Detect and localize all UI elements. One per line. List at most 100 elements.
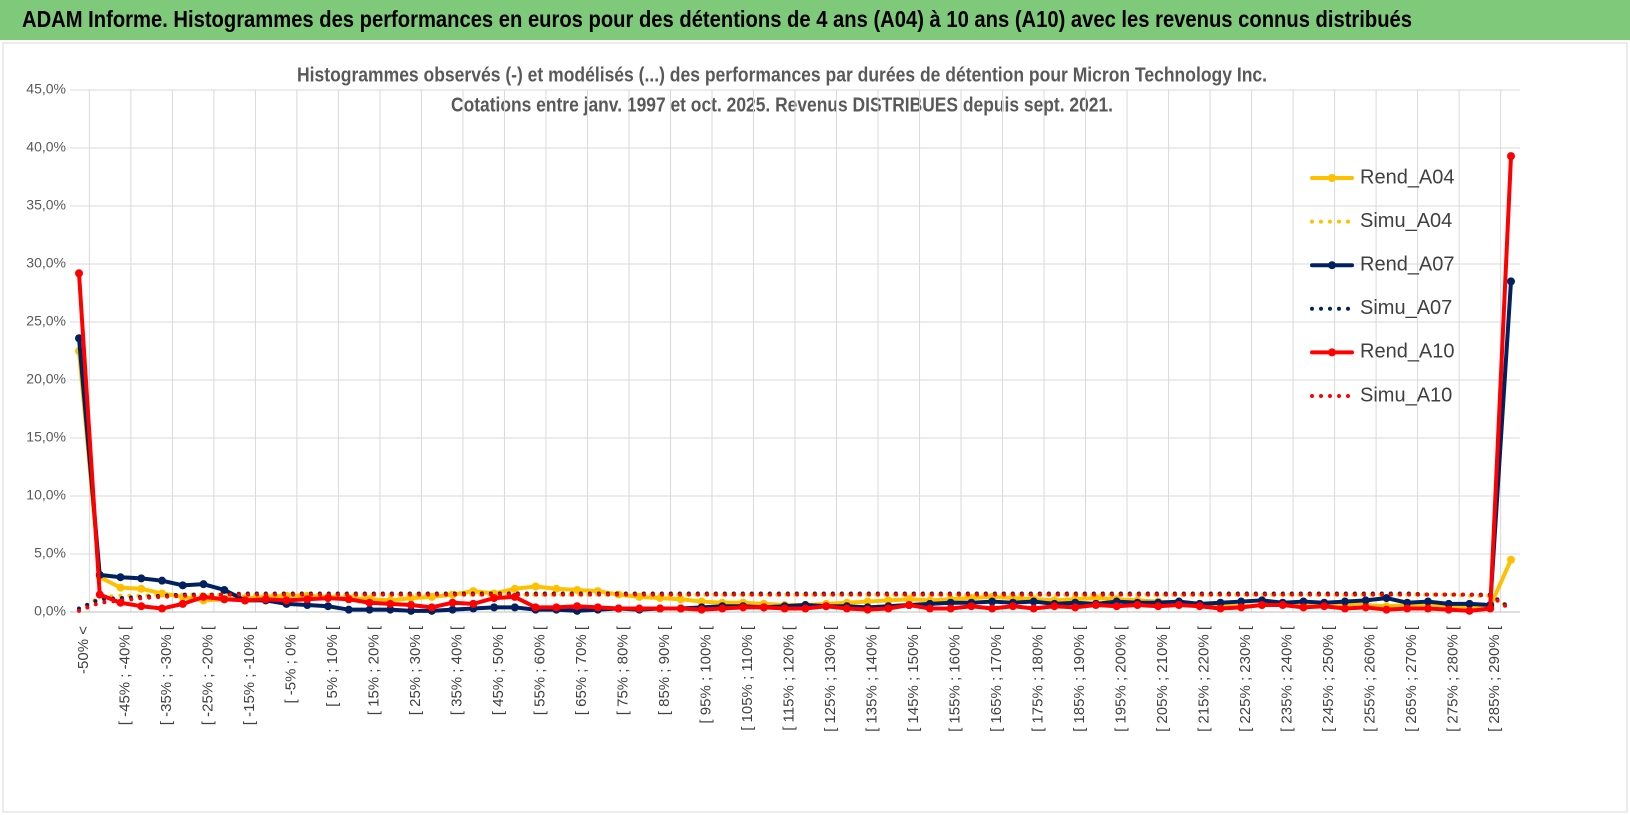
x-tick-label: [ 145% ; 150% [ <box>905 625 922 732</box>
marker <box>863 605 872 614</box>
marker <box>199 580 208 589</box>
x-tick-label: [ 135% ; 140% [ <box>864 625 881 732</box>
marker <box>1050 602 1059 611</box>
marker <box>1029 604 1038 613</box>
marker <box>1444 599 1453 608</box>
marker <box>510 584 519 593</box>
marker <box>1465 606 1474 615</box>
marker <box>697 597 706 606</box>
x-tick-label: [ 265% ; 270% [ <box>1403 625 1420 732</box>
x-tick-label: [ 25% ; 30% [ <box>407 625 424 715</box>
marker <box>241 596 250 605</box>
marker <box>905 601 914 610</box>
marker <box>448 598 457 607</box>
marker <box>1361 596 1370 605</box>
x-tick-label: -50% < <box>75 626 92 674</box>
marker <box>842 604 851 613</box>
legend-label: Rend_A07 <box>1360 253 1455 275</box>
marker <box>863 597 872 606</box>
dotted-line <box>77 592 1513 613</box>
x-tick-label: [ -45% ; -40% [ <box>116 625 133 725</box>
marker <box>967 602 976 611</box>
marker <box>178 581 187 590</box>
x-tick-label: [ 205% ; 210% [ <box>1154 625 1171 732</box>
line <box>77 154 1513 613</box>
chart-border <box>2 42 1628 813</box>
y-tick-label: 35,0% <box>26 197 66 213</box>
marker <box>946 604 955 613</box>
legend-label: Rend_A10 <box>1360 341 1455 363</box>
marker <box>469 599 478 608</box>
marker <box>1403 598 1412 607</box>
marker <box>635 604 644 613</box>
x-tick-label: [ 185% ; 190% [ <box>1071 625 1088 732</box>
marker <box>1008 602 1017 611</box>
x-tick-label: [ 105% ; 110% [ <box>739 625 756 731</box>
marker <box>1216 604 1225 613</box>
x-tick-label: [ 175% ; 180% [ <box>1030 625 1047 732</box>
marker <box>116 583 125 592</box>
x-tick-label: [ 195% ; 200% [ <box>1113 625 1130 732</box>
x-tick-label: [ 245% ; 250% [ <box>1320 625 1337 732</box>
y-tick-label: 10,0% <box>26 487 66 503</box>
marker <box>365 605 374 614</box>
marker <box>1216 598 1225 607</box>
x-tick-label: [ 225% ; 230% [ <box>1237 625 1254 732</box>
marker <box>1486 604 1495 613</box>
marker <box>137 574 146 583</box>
marker <box>988 597 997 606</box>
marker <box>282 596 291 605</box>
x-tick-label: [ -5% ; 0% [ <box>283 625 300 703</box>
x-tick-label: [ 285% ; 290% [ <box>1486 625 1503 732</box>
y-tick-label: 40,0% <box>26 139 66 155</box>
x-tick-label: [ 95% ; 100% [ <box>698 625 715 723</box>
marker <box>303 601 312 610</box>
marker <box>137 602 146 611</box>
x-tick-label: [ 165% ; 170% [ <box>988 625 1005 732</box>
marker <box>1299 603 1308 612</box>
marker <box>137 584 146 593</box>
marker <box>1507 277 1515 286</box>
marker <box>656 604 665 613</box>
x-tick-label: [ 125% ; 130% [ <box>822 625 839 732</box>
marker <box>718 604 727 613</box>
marker <box>614 604 623 613</box>
marker <box>1071 603 1080 612</box>
marker <box>1507 555 1515 564</box>
x-tick-label: [ 65% ; 70% [ <box>573 625 590 715</box>
marker <box>448 605 457 614</box>
marker <box>801 604 810 613</box>
x-tick-label: [ 275% ; 280% [ <box>1445 625 1462 732</box>
x-tick-label: [ -35% ; -30% [ <box>158 625 175 725</box>
marker <box>1361 603 1370 612</box>
marker <box>1423 597 1432 606</box>
marker <box>739 603 748 612</box>
marker <box>531 603 540 612</box>
marker <box>1382 605 1391 614</box>
marker <box>1257 601 1266 610</box>
x-tick-label: [ 75% ; 80% [ <box>615 625 632 715</box>
marker <box>407 606 416 615</box>
x-tick-label: [ 155% ; 160% [ <box>947 625 964 732</box>
x-tick-label: [ 215% ; 220% [ <box>1196 625 1213 732</box>
marker <box>303 595 312 604</box>
marker <box>1507 152 1515 161</box>
legend-marker <box>1328 174 1336 182</box>
marker <box>552 584 561 593</box>
header-bar <box>0 0 1630 40</box>
marker <box>573 585 582 594</box>
marker <box>75 334 83 343</box>
legend-marker <box>1328 348 1336 357</box>
y-tick-label: 30,0% <box>26 255 66 271</box>
dotted-line <box>77 591 1513 611</box>
marker <box>1423 604 1432 613</box>
x-tick-label: [ 235% ; 240% [ <box>1279 625 1296 732</box>
marker <box>510 603 519 612</box>
marker <box>1154 602 1163 611</box>
marker <box>1320 602 1329 611</box>
marker <box>365 598 374 607</box>
marker <box>1237 597 1246 606</box>
y-tick-label: 45,0% <box>26 81 66 97</box>
